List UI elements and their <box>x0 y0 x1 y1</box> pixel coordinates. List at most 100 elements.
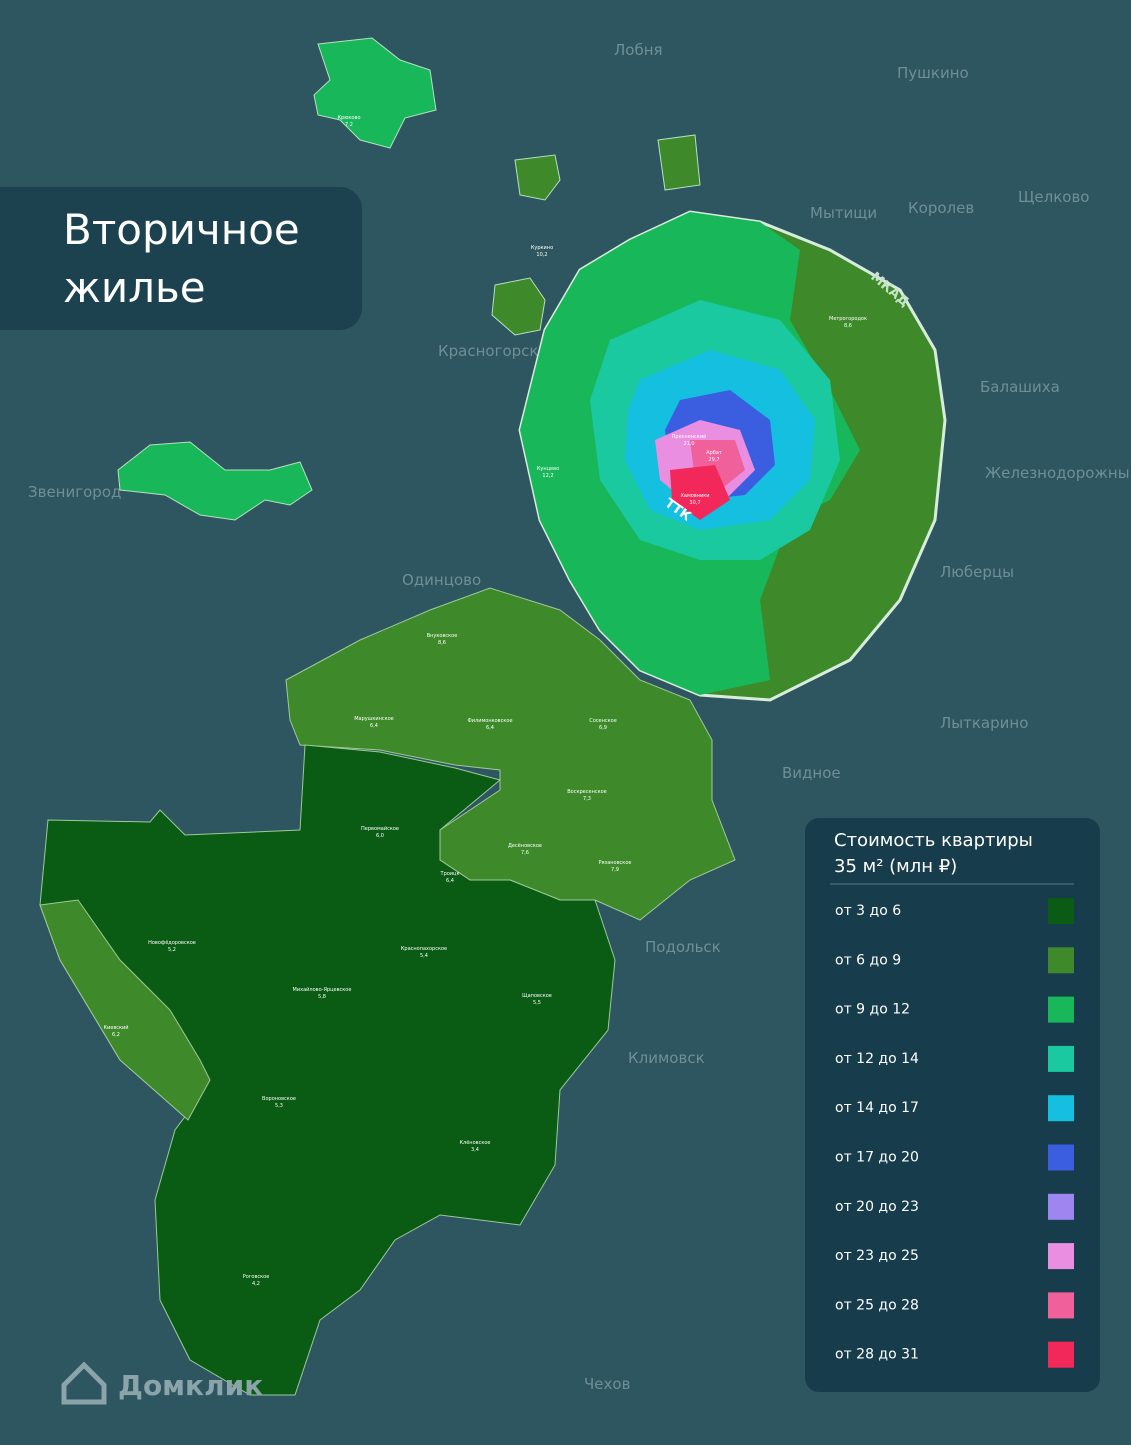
district-name: Кунцево <box>537 466 559 472</box>
brand: Домклик <box>118 1369 263 1402</box>
district-name: Пресненский <box>672 433 707 440</box>
district-value: 30,7 <box>689 500 700 506</box>
legend-title: 35 м² (млн ₽) <box>834 856 957 877</box>
place-label: Лыткарино <box>940 714 1028 732</box>
legend-swatch <box>1048 1193 1074 1220</box>
legend-label: от 17 до 20 <box>835 1150 919 1166</box>
legend-label: от 3 до 6 <box>835 903 901 919</box>
place-label: Мытищи <box>810 204 877 222</box>
district-name: Рязановское <box>599 860 632 866</box>
title: Вторичное <box>63 205 300 254</box>
district-value: 6,0 <box>376 833 384 839</box>
place-label: Лобня <box>614 41 663 59</box>
district-value: 7,6 <box>521 850 529 856</box>
west-district <box>491 277 546 336</box>
place-label: Пушкино <box>897 64 969 82</box>
north-district <box>657 134 701 191</box>
district-value: 5,8 <box>318 994 326 1000</box>
kievsky <box>39 899 211 1121</box>
place-label: Чехов <box>584 1375 630 1393</box>
district-name: Краснопахорское <box>401 946 447 952</box>
place-label: Королев <box>908 199 974 217</box>
district-value: 12,2 <box>542 473 553 479</box>
legend-label: от 14 до 17 <box>835 1100 919 1116</box>
legend-label: от 25 до 28 <box>835 1297 919 1313</box>
district-value: 3,4 <box>471 1147 479 1153</box>
district-value: 6,4 <box>370 723 378 729</box>
district-value: 10,2 <box>536 252 547 258</box>
north-district <box>514 154 561 201</box>
district-name: Метрогородок <box>829 316 867 322</box>
place-label: Одинцово <box>402 571 481 589</box>
place-label: Щелково <box>1018 188 1089 206</box>
title-box <box>0 187 362 330</box>
place-label: Подольск <box>645 938 721 956</box>
legend-label: от 23 до 25 <box>835 1248 919 1264</box>
legend-label: от 28 до 31 <box>835 1347 919 1363</box>
moscow-khamovniki <box>670 465 730 520</box>
district-name: Филимонковское <box>467 718 512 724</box>
district-value: 5,3 <box>275 1103 283 1109</box>
new-moscow-south <box>39 744 616 1396</box>
legend-title: Стоимость квартиры <box>834 830 1033 851</box>
district-value: 6,4 <box>486 725 494 731</box>
district-value: 5,2 <box>168 947 176 953</box>
legend: от 3 до 6 от 6 до 9 от 9 до 12 от 12 до 14 о… <box>835 898 1074 1368</box>
place-label: Железнодорожный <box>985 464 1131 482</box>
legend-swatch <box>1048 1341 1074 1368</box>
district-name: Марушкинское <box>354 716 394 722</box>
legend-box <box>805 818 1100 1392</box>
district-name: Крюково <box>337 115 360 121</box>
district-value: 21,0 <box>683 441 694 447</box>
district-name: Десёновское <box>508 843 542 849</box>
legend-label: от 12 до 14 <box>835 1051 919 1067</box>
place-labels: Лобня Пушкино Мытищи Королев Щелково Балашиха… <box>28 41 1131 1393</box>
district-name: Клёновское <box>459 1140 490 1146</box>
district-name: Арбат <box>706 450 722 456</box>
place-label: Звенигород <box>28 483 121 501</box>
district-name: Роговское <box>243 1274 270 1280</box>
district-value: 6,2 <box>112 1032 120 1038</box>
district-value: 4,2 <box>252 1281 260 1287</box>
district-name: Куркино <box>531 245 553 251</box>
legend-swatch <box>1048 1243 1074 1270</box>
legend-swatch <box>1048 1045 1074 1072</box>
place-label: Балашиха <box>980 378 1060 396</box>
zelenograd <box>313 37 437 149</box>
district-value: 7,9 <box>611 867 619 873</box>
legend-swatch <box>1048 996 1074 1023</box>
district-name: Киевский <box>103 1024 128 1031</box>
district-value: 8,6 <box>844 323 852 329</box>
legend-label: от 6 до 9 <box>835 952 901 968</box>
legend-label: от 20 до 23 <box>835 1199 919 1215</box>
place-label: Красногорск <box>438 342 538 360</box>
district-name: Первомайское <box>361 825 399 832</box>
place-label: Климовск <box>628 1049 705 1067</box>
district-name: Вороновское <box>262 1096 296 1102</box>
legend-swatch <box>1048 1144 1074 1171</box>
west-district <box>117 441 313 521</box>
district-name: Внуковское <box>427 633 458 639</box>
legend-swatch <box>1048 1095 1074 1122</box>
district-name: Воскресенское <box>567 789 607 795</box>
district-value: 5,5 <box>533 1000 541 1006</box>
district-value: 6,4 <box>446 878 454 884</box>
legend-swatch <box>1048 1292 1074 1319</box>
district-value: 5,4 <box>420 953 428 959</box>
title: жилье <box>63 263 206 312</box>
district-value: 7,3 <box>583 796 591 802</box>
district-value: 8,6 <box>438 640 446 646</box>
place-label: Люберцы <box>940 563 1014 581</box>
district-value: 7,2 <box>345 122 353 128</box>
district-value: 6,9 <box>599 725 607 731</box>
legend-swatch <box>1048 898 1074 924</box>
district-value: 29,7 <box>708 457 719 463</box>
district-name: Щаповское <box>522 993 552 999</box>
district-name: Новофёдоровское <box>148 940 196 946</box>
district-name: Троицк <box>440 871 460 877</box>
legend-label: от 9 до 12 <box>835 1002 910 1018</box>
district-name: Михайлово-Ярцевское <box>293 986 352 993</box>
legend-swatch <box>1048 947 1074 974</box>
